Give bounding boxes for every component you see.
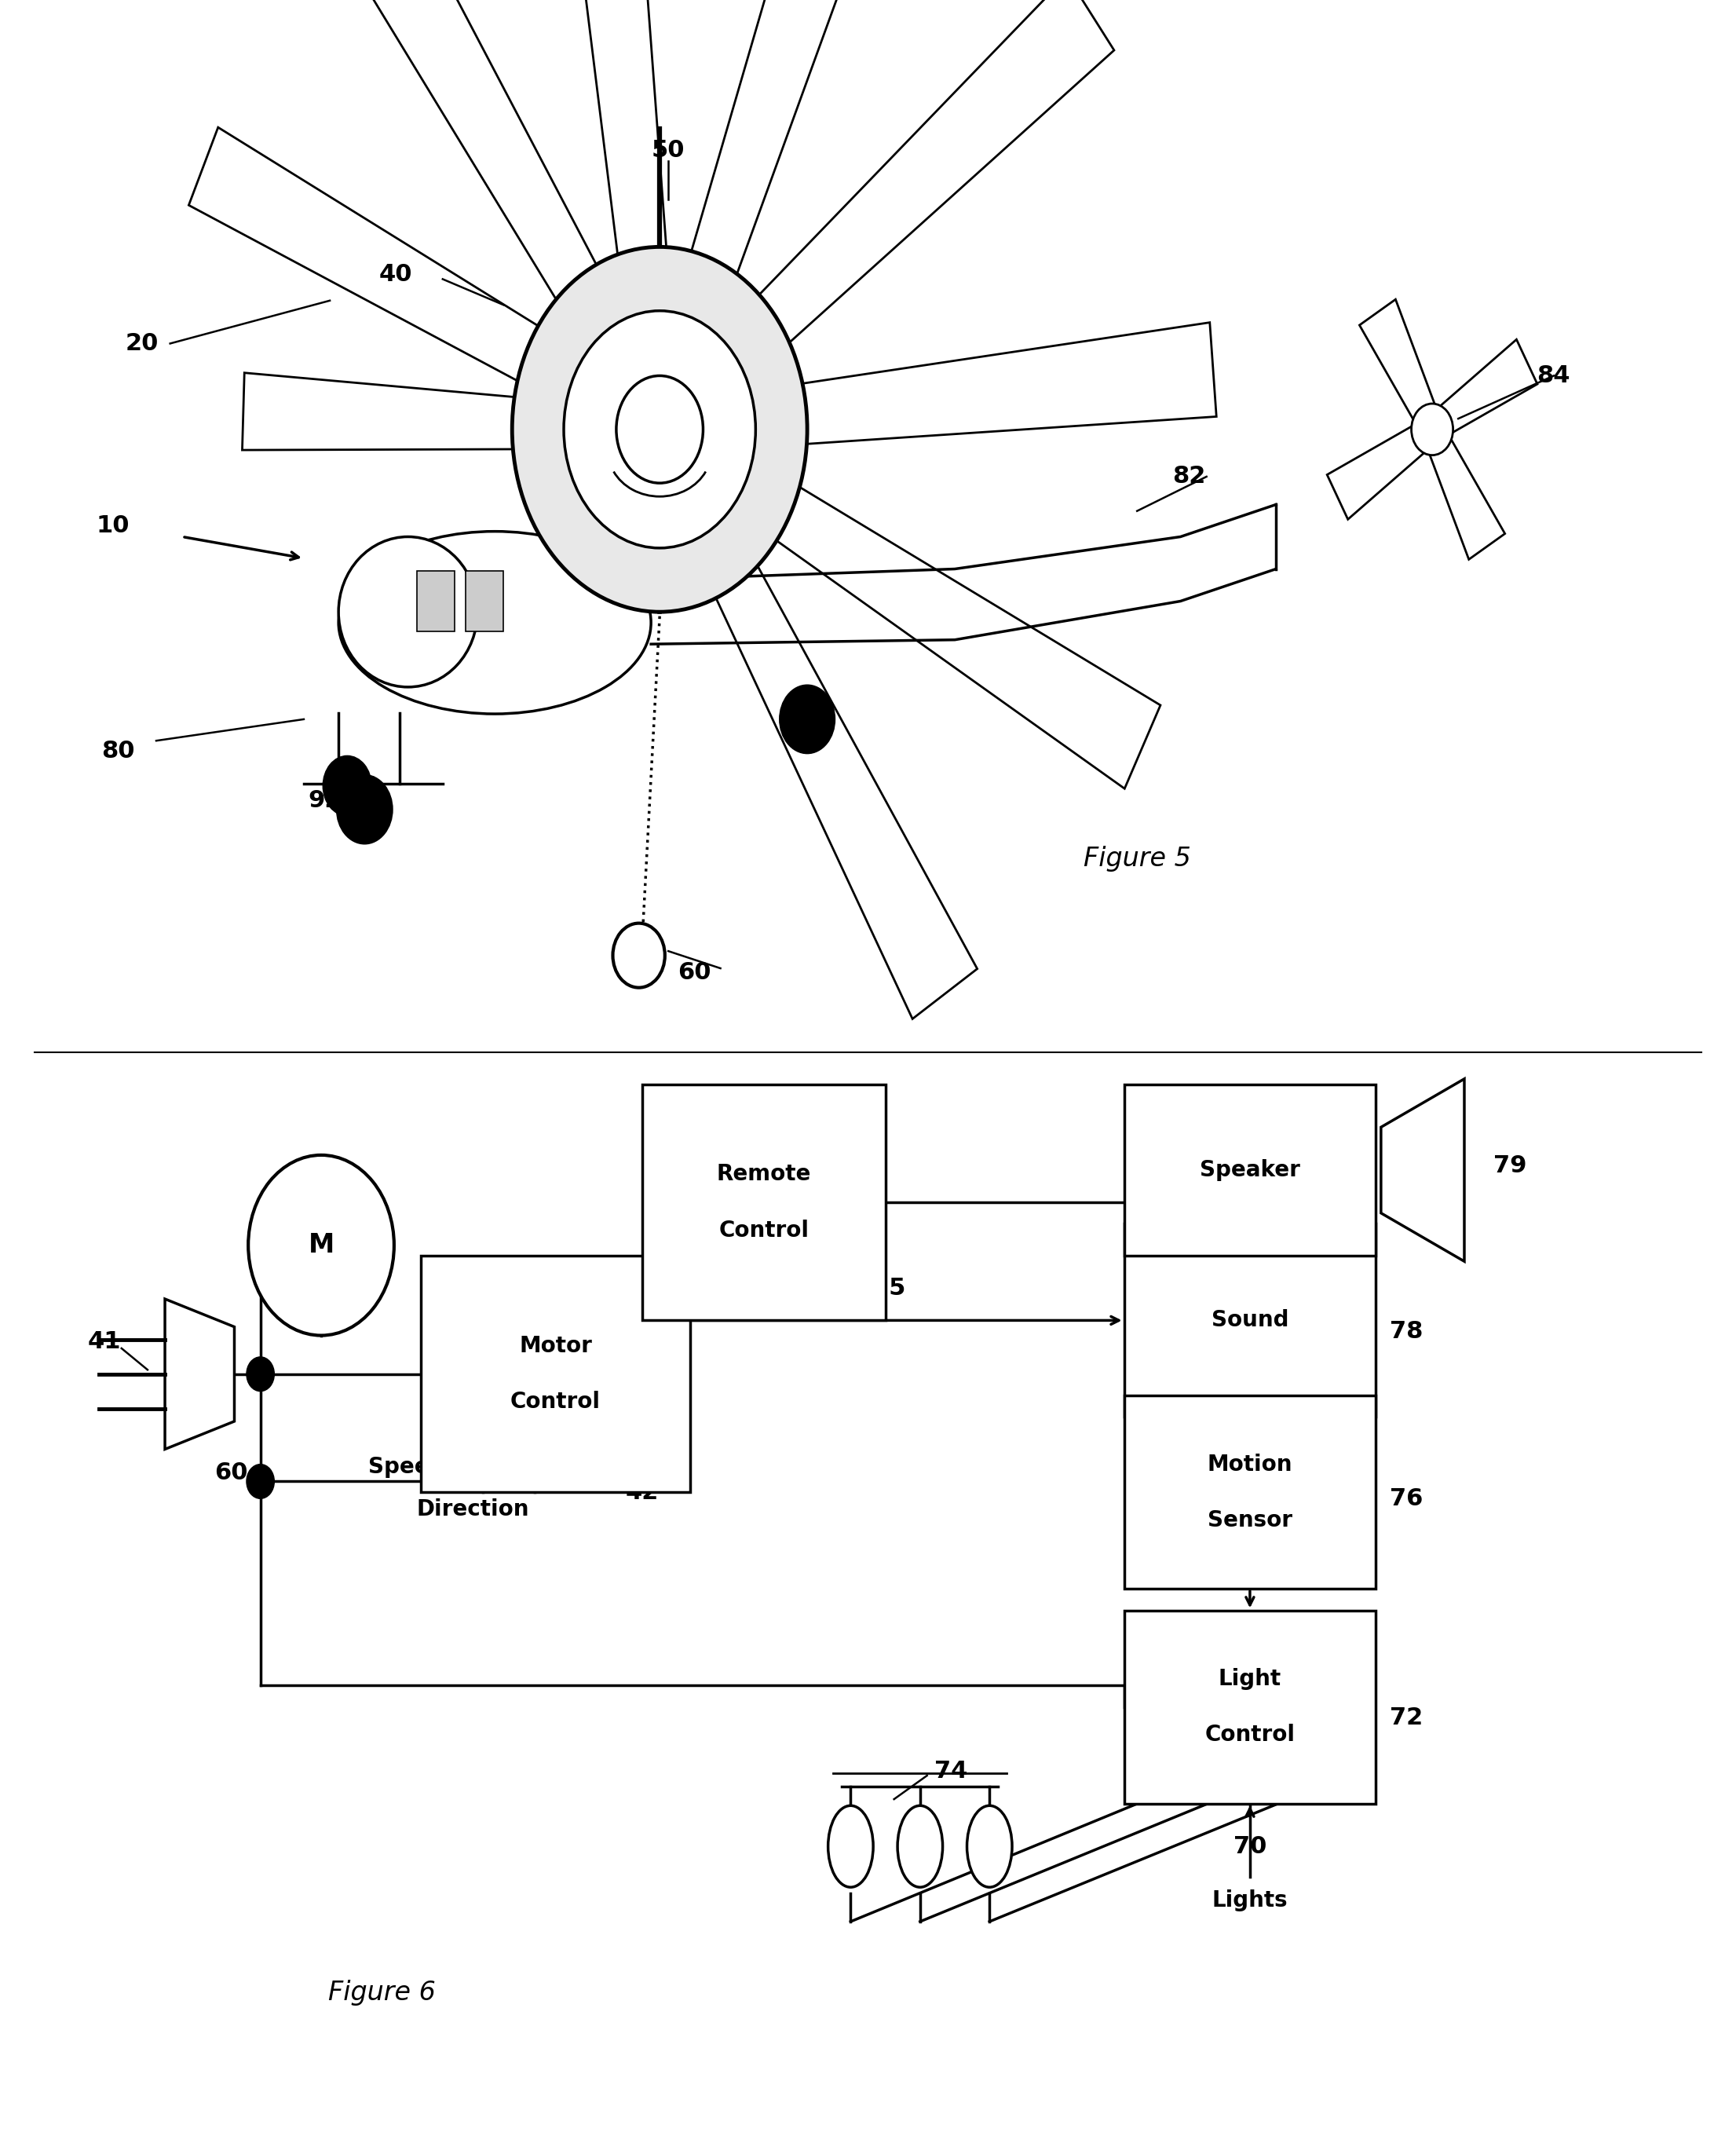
Text: 60: 60 xyxy=(677,962,712,983)
Bar xyxy=(465,571,503,631)
Ellipse shape xyxy=(828,1806,873,1887)
Polygon shape xyxy=(689,0,884,281)
Text: 40: 40 xyxy=(378,264,413,286)
Text: Speaker: Speaker xyxy=(1200,1159,1300,1181)
Text: Direction: Direction xyxy=(417,1499,529,1520)
Bar xyxy=(422,1256,689,1492)
Text: Remote: Remote xyxy=(717,1164,811,1185)
Bar xyxy=(1125,1396,1375,1589)
Polygon shape xyxy=(753,0,1115,348)
Circle shape xyxy=(779,685,835,754)
Circle shape xyxy=(247,1357,274,1391)
Text: 42: 42 xyxy=(625,1481,660,1503)
Text: 92: 92 xyxy=(307,790,342,812)
Text: 72: 72 xyxy=(1389,1707,1424,1728)
Circle shape xyxy=(613,923,665,988)
Circle shape xyxy=(512,247,807,612)
Text: Sensor: Sensor xyxy=(1208,1509,1292,1531)
Text: Sound: Sound xyxy=(1212,1310,1288,1331)
Text: 82: 82 xyxy=(1172,466,1207,487)
Text: Figure 5: Figure 5 xyxy=(1083,846,1191,872)
Text: 60: 60 xyxy=(214,1462,248,1484)
Text: 78: 78 xyxy=(1389,1320,1424,1342)
Ellipse shape xyxy=(339,530,651,713)
Text: 10: 10 xyxy=(95,515,130,537)
Polygon shape xyxy=(1382,1078,1465,1260)
Circle shape xyxy=(323,756,372,816)
Text: 75: 75 xyxy=(871,1277,906,1299)
Polygon shape xyxy=(795,322,1217,444)
Text: Figure 6: Figure 6 xyxy=(328,1980,436,2005)
Polygon shape xyxy=(243,374,521,451)
Text: 62: 62 xyxy=(483,1445,517,1466)
Text: 40: 40 xyxy=(260,1260,295,1282)
Text: Light: Light xyxy=(1219,1668,1281,1690)
Text: 20: 20 xyxy=(125,333,160,354)
Polygon shape xyxy=(319,0,601,305)
Polygon shape xyxy=(713,558,977,1020)
Bar xyxy=(642,1084,885,1320)
Text: 84: 84 xyxy=(1536,365,1571,386)
Text: Speed: Speed xyxy=(368,1456,444,1477)
Circle shape xyxy=(1411,404,1453,455)
Bar xyxy=(1125,1084,1375,1256)
Polygon shape xyxy=(1359,298,1436,423)
Text: Control: Control xyxy=(1205,1724,1295,1746)
Polygon shape xyxy=(189,127,543,384)
Text: 79: 79 xyxy=(1493,1155,1528,1177)
Ellipse shape xyxy=(339,537,477,687)
Polygon shape xyxy=(165,1299,234,1449)
Text: Lights: Lights xyxy=(1212,1889,1288,1911)
Text: 76: 76 xyxy=(1389,1488,1424,1509)
Ellipse shape xyxy=(898,1806,943,1887)
Bar xyxy=(1125,1610,1375,1803)
Polygon shape xyxy=(1429,436,1505,560)
Text: 80: 80 xyxy=(101,741,135,762)
Text: 50: 50 xyxy=(651,140,686,161)
Circle shape xyxy=(564,311,755,547)
Text: 41: 41 xyxy=(87,1331,122,1353)
Text: 74: 74 xyxy=(934,1761,969,1782)
Polygon shape xyxy=(1437,339,1538,434)
Polygon shape xyxy=(566,0,667,262)
Bar xyxy=(417,571,455,631)
Text: Control: Control xyxy=(719,1219,809,1241)
Text: Motion: Motion xyxy=(1207,1454,1293,1475)
Text: Motor: Motor xyxy=(519,1335,592,1357)
Circle shape xyxy=(248,1155,394,1335)
Polygon shape xyxy=(1326,425,1427,520)
Circle shape xyxy=(337,775,392,844)
Circle shape xyxy=(247,1464,274,1499)
Text: 70: 70 xyxy=(1233,1836,1267,1857)
Bar xyxy=(1125,1224,1375,1417)
Ellipse shape xyxy=(967,1806,1012,1887)
Circle shape xyxy=(616,376,703,483)
Text: M: M xyxy=(307,1232,335,1258)
Text: Control: Control xyxy=(510,1391,601,1413)
Polygon shape xyxy=(771,483,1160,788)
